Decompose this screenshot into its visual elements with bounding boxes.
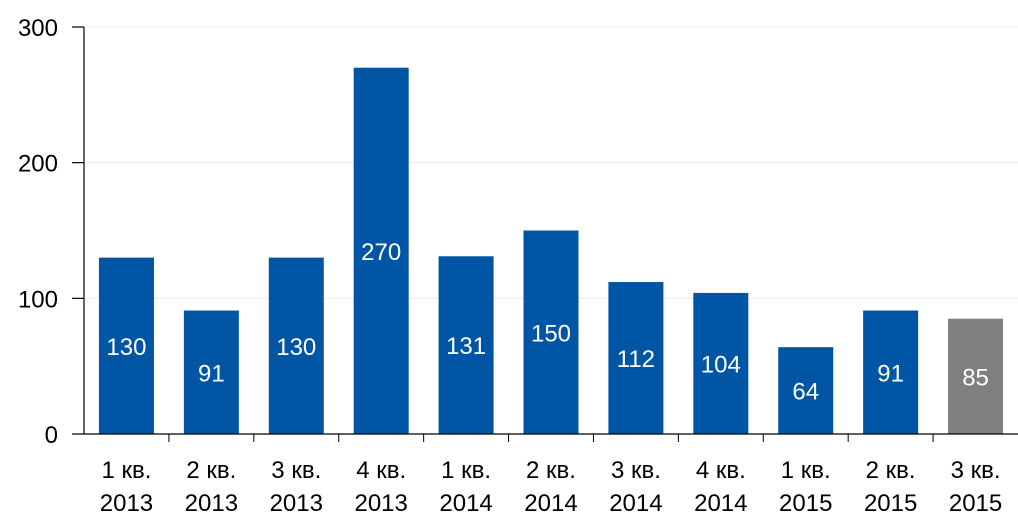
data-label: 91 <box>198 360 225 387</box>
data-label: 131 <box>446 333 486 360</box>
data-label: 91 <box>877 360 904 387</box>
data-label: 112 <box>617 346 655 373</box>
bar <box>778 347 834 434</box>
bar <box>693 292 749 434</box>
x-tick-label-quarter: 4 кв. <box>696 457 746 484</box>
x-tick-label-year: 2013 <box>270 490 323 516</box>
x-tick-label-quarter: 1 кв. <box>441 457 491 484</box>
x-tick-label-quarter: 2 кв. <box>526 457 576 484</box>
bar <box>863 310 919 434</box>
x-tick-label-year: 2013 <box>100 490 153 516</box>
x-tick-label-quarter: 4 кв. <box>356 457 406 484</box>
x-tick-label-year: 2013 <box>354 490 407 516</box>
bar <box>948 318 1004 434</box>
data-label: 130 <box>106 334 146 361</box>
data-label: 150 <box>531 320 571 347</box>
bar <box>183 310 239 434</box>
x-tick-label-quarter: 3 кв. <box>951 457 1001 484</box>
x-tick-label-quarter: 2 кв. <box>186 457 236 484</box>
bars <box>98 67 1004 434</box>
data-label: 130 <box>276 334 316 361</box>
axes <box>72 26 1018 442</box>
x-tick-label-quarter: 3 кв. <box>611 457 661 484</box>
x-tick-label-quarter: 1 кв. <box>101 457 151 484</box>
labels: 0 100 200 300 130 1 кв. 2013 91 2 кв. 2013 130 3 кв… <box>18 15 1002 516</box>
bar <box>268 257 324 434</box>
data-label: 104 <box>701 351 741 378</box>
y-tick-label: 200 <box>18 151 58 178</box>
x-tick-label-quarter: 1 кв. <box>781 457 831 484</box>
bar <box>523 230 579 434</box>
data-label: 64 <box>792 379 819 406</box>
x-tick-label-year: 2014 <box>439 490 492 516</box>
y-tick-label: 300 <box>18 15 58 42</box>
x-tick-label-quarter: 2 кв. <box>866 457 916 484</box>
x-tick-label-year: 2014 <box>694 490 747 516</box>
bar <box>98 257 154 434</box>
x-tick-label-year: 2015 <box>779 490 832 516</box>
x-tick-label-year: 2014 <box>524 490 577 516</box>
y-tick-label: 100 <box>18 286 58 313</box>
x-tick-label-year: 2015 <box>949 490 1002 516</box>
data-label: 270 <box>361 239 401 266</box>
y-tick-label: 0 <box>45 422 58 449</box>
data-label: 85 <box>962 364 989 391</box>
x-tick-label-year: 2015 <box>864 490 917 516</box>
x-tick-label-year: 2013 <box>185 490 238 516</box>
bar <box>608 282 664 434</box>
bar <box>438 256 494 434</box>
x-tick-label-quarter: 3 кв. <box>271 457 321 484</box>
x-tick-label-year: 2014 <box>609 490 662 516</box>
bar <box>353 67 409 434</box>
